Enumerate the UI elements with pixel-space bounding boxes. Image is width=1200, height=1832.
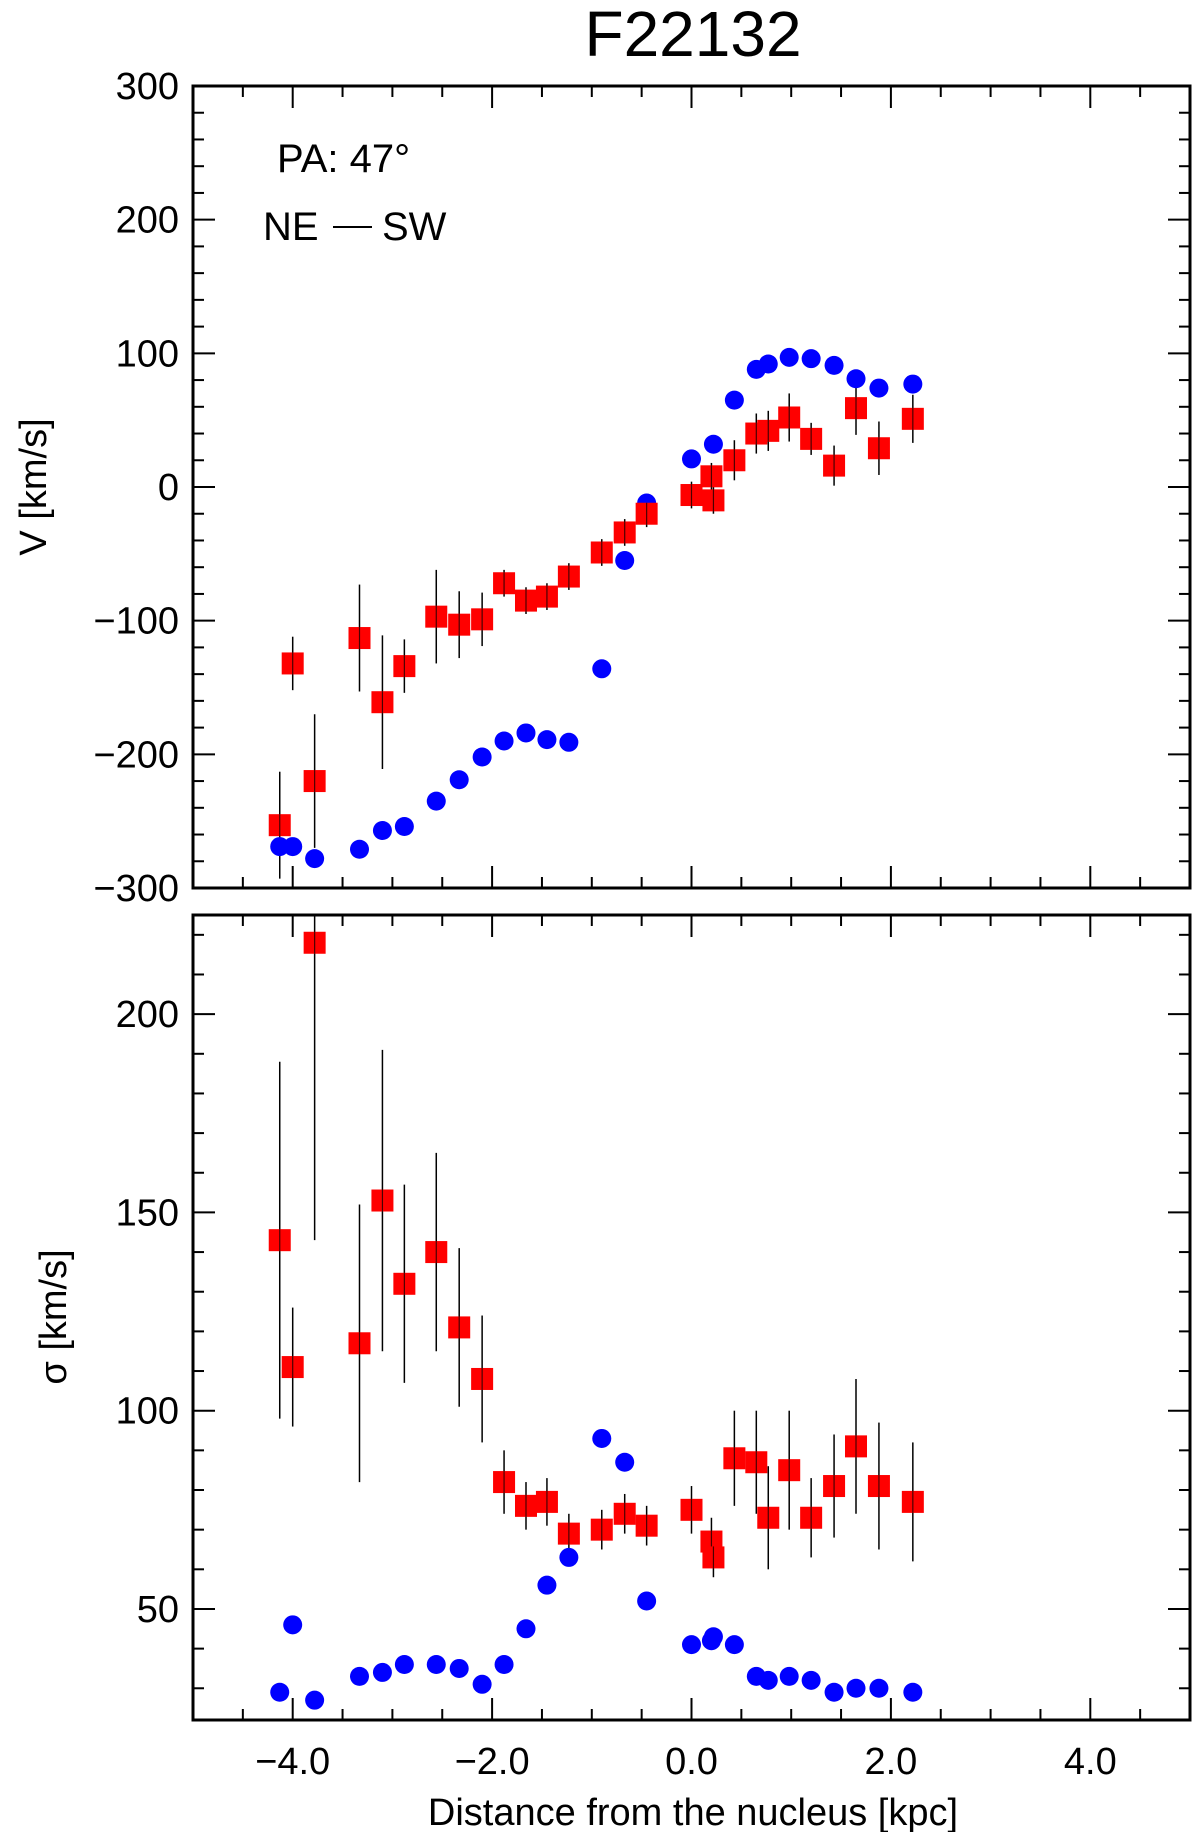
blue-circle-point [615, 551, 635, 571]
blue-circle-point [724, 390, 744, 410]
blue-circle-point [703, 434, 723, 454]
velocity-y-tick-labels: −300 −200 −100 0 100 200 300 [93, 66, 179, 910]
blue-circle-point [682, 449, 701, 469]
blue-circle-point [394, 817, 414, 837]
blue-circle-point [801, 1670, 821, 1690]
blue-circle-point [758, 1670, 778, 1690]
blue-circle-point [449, 770, 469, 790]
y-tick-label: 50 [137, 1589, 179, 1631]
blue-circle-point [801, 349, 821, 369]
sw-label: SW [382, 205, 447, 249]
blue-circle-point [559, 732, 579, 752]
blue-circle-point [394, 1654, 414, 1674]
y-tick-label: 200 [116, 200, 179, 242]
y-tick-label: 0 [158, 467, 179, 509]
blue-circle-point [637, 1591, 657, 1611]
x-tick-label: 4.0 [1064, 1741, 1117, 1783]
blue-circle-point [494, 731, 514, 751]
blue-circle-point [559, 1547, 579, 1567]
blue-circle-point [426, 791, 446, 811]
velocity-markers [268, 347, 924, 869]
y-tick-label: −100 [93, 601, 179, 643]
blue-circle-point [283, 837, 303, 857]
y-tick-label: 100 [116, 333, 179, 375]
y-tick-label: −300 [93, 868, 179, 910]
blue-circle-point [779, 1666, 799, 1686]
dispersion-panel: 50 100 150 200 −4.0 −2.0 0.0 2.0 4.0 σ [km/s] D… [33, 913, 1192, 1832]
chart-title: F22132 [584, 0, 801, 70]
blue-circle-point [846, 369, 866, 389]
x-tick-label: −4.0 [255, 1741, 330, 1783]
blue-circle-point [869, 1678, 889, 1698]
blue-circle-point [592, 1428, 612, 1448]
blue-circle-point [349, 839, 369, 859]
blue-circle-point [724, 1635, 744, 1655]
blue-circle-point [903, 374, 923, 394]
blue-circle-point [472, 747, 492, 767]
blue-circle-point [426, 1654, 446, 1674]
x-tick-labels: −4.0 −2.0 0.0 2.0 4.0 [255, 1741, 1117, 1783]
blue-circle-point [592, 659, 612, 679]
y-tick-label: 300 [116, 66, 179, 108]
blue-circle-point [703, 1627, 723, 1647]
y-tick-label: 150 [116, 1192, 179, 1234]
blue-circle-point [472, 1674, 492, 1694]
blue-circle-point [494, 1654, 514, 1674]
blue-circle-point [305, 1690, 325, 1710]
ne-label: NE [263, 205, 319, 249]
blue-circle-point [682, 1635, 701, 1655]
blue-circle-point [903, 1682, 923, 1702]
x-axis-label: Distance from the nucleus [kpc] [428, 1792, 958, 1832]
blue-circle-point [305, 849, 325, 869]
blue-circle-point [824, 355, 844, 375]
blue-circle-point [372, 1662, 392, 1682]
blue-circle-point [283, 1615, 303, 1635]
x-tick-label: 2.0 [864, 1741, 917, 1783]
blue-circle-point [824, 1682, 844, 1702]
dispersion-panel-ticks [192, 915, 1191, 1720]
y-axis-label-velocity: V [km/s] [13, 418, 55, 555]
y-tick-label: −200 [93, 734, 179, 776]
velocity-panel-ticks [192, 85, 1191, 889]
x-tick-label: −2.0 [455, 1741, 530, 1783]
blue-circle-point [516, 1619, 536, 1639]
y-axis-label-dispersion: σ [km/s] [33, 1249, 75, 1384]
blue-circle-point [869, 378, 889, 398]
blue-circle-point [758, 354, 778, 374]
x-tick-label: 0.0 [665, 1741, 718, 1783]
blue-circle-point [449, 1658, 469, 1678]
blue-circle-point [846, 1678, 866, 1698]
blue-circle-point [537, 1575, 557, 1595]
y-tick-label: 200 [116, 994, 179, 1036]
dispersion-markers [268, 931, 924, 1710]
blue-circle-point [349, 1666, 369, 1686]
blue-circle-point [615, 1452, 635, 1472]
blue-circle-point [372, 821, 392, 841]
y-tick-label: 100 [116, 1391, 179, 1433]
dispersion-y-tick-labels: 50 100 150 200 [116, 994, 179, 1631]
blue-circle-point [779, 347, 799, 367]
blue-circle-point [537, 730, 557, 750]
blue-circle-point [270, 1682, 290, 1702]
blue-circle-point [516, 723, 536, 743]
position-angle-label: PA: 47° [277, 137, 410, 181]
